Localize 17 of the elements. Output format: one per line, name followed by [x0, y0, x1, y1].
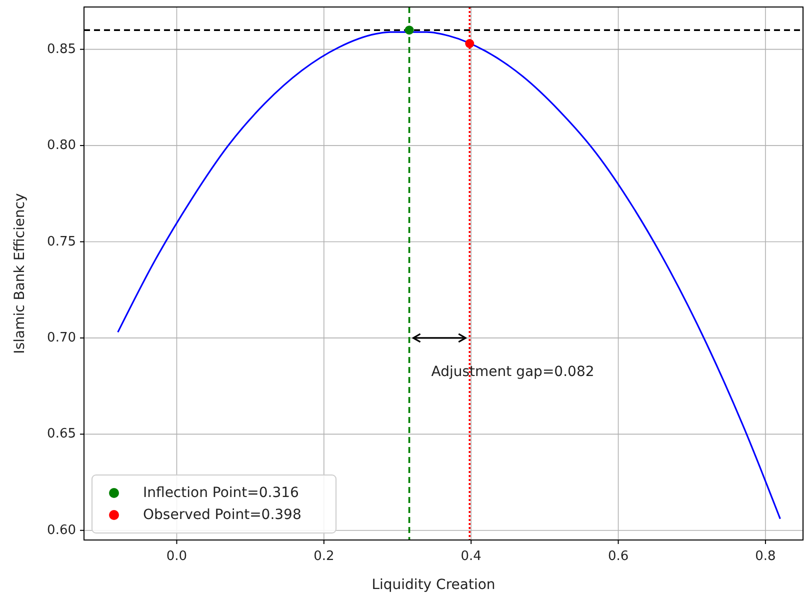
y-tick-label: 0.80 [47, 138, 76, 154]
y-tick-label: 0.75 [47, 234, 76, 250]
x-tick-label: 0.8 [755, 549, 776, 564]
y-tick-label: 0.65 [47, 426, 76, 442]
x-tick-label: 0.6 [608, 549, 629, 564]
legend-label: Inflection Point=0.316 [143, 484, 300, 501]
y-tick-label: 0.70 [47, 330, 76, 346]
x-tick-label: 0.2 [314, 549, 334, 564]
legend-label: Observed Point=0.398 [143, 506, 302, 523]
x-tick-label: 0.0 [166, 549, 188, 564]
x-tick-label: 0.4 [460, 549, 482, 564]
x-axis-title: Liquidity Creation [372, 577, 496, 593]
y-tick-label: 0.85 [47, 42, 76, 57]
y-tick-label: 0.60 [47, 522, 76, 538]
annotation: Adjustment gap=0.082 [431, 364, 594, 380]
line-series [117, 31, 781, 520]
y-axis-title: Islamic Bank Efficiency [12, 193, 28, 354]
